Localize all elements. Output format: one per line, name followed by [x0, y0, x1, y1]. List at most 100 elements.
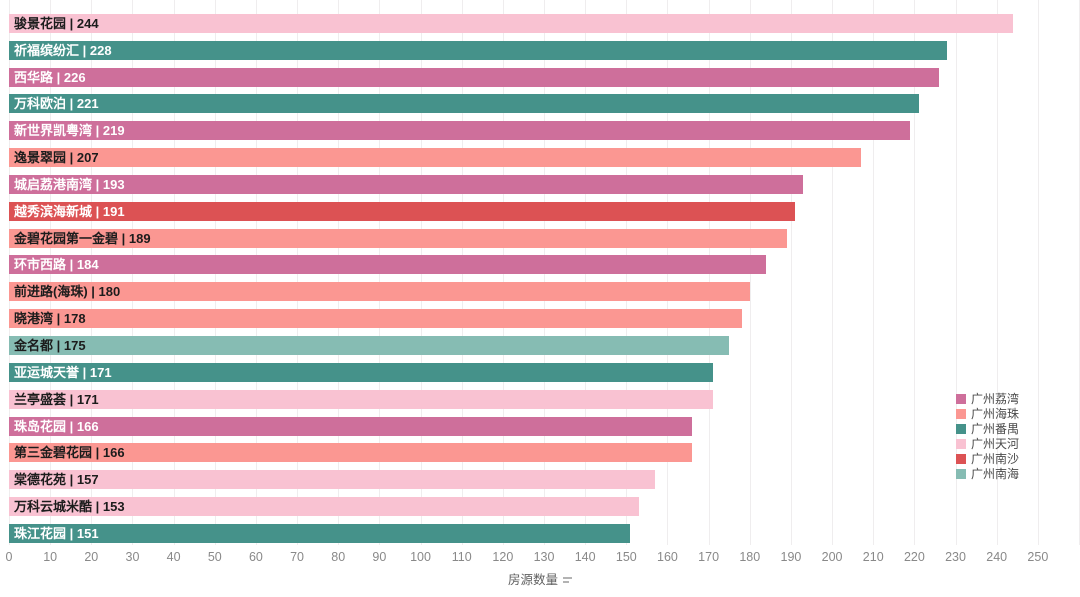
bar-城启荔港南湾[interactable]: 城启荔港南湾 | 193 — [9, 174, 804, 194]
gridline — [832, 0, 834, 545]
legend-item-广州番禺[interactable]: 广州番禺 — [956, 421, 1019, 436]
bar-label: 越秀滨海新城 | 191 — [14, 203, 125, 219]
bar-金碧花园第一金碧[interactable]: 金碧花园第一金碧 | 189 — [9, 228, 787, 248]
bar-晓港湾[interactable]: 晓港湾 | 178 — [9, 309, 742, 329]
x-tick-240: 240 — [986, 550, 1008, 564]
bar-label: 万科云城米酷 | 153 — [14, 499, 125, 515]
bar-label: 珠江花园 | 151 — [14, 525, 99, 541]
x-tick-120: 120 — [492, 550, 514, 564]
bar-珠岛花园[interactable]: 珠岛花园 | 166 — [9, 416, 693, 436]
bar-label: 棠德花苑 | 157 — [14, 472, 99, 488]
bar-label: 西华路 | 226 — [14, 69, 86, 85]
bar-label: 万科欧泊 | 221 — [14, 96, 99, 112]
legend-swatch — [956, 453, 966, 464]
bar-row: 兰亭盛荟 | 171 — [9, 386, 1079, 413]
gridline — [914, 0, 916, 545]
x-axis-title-label: 房源数量 — [507, 573, 558, 587]
bar-label: 晓港湾 | 178 — [14, 311, 86, 327]
x-axis-title: 房源数量 — [0, 569, 1080, 588]
bar-label: 骏景花园 | 244 — [14, 15, 99, 31]
bar-row: 祈福缤纷汇 | 228 — [9, 37, 1079, 64]
bar-亚运城天誉[interactable]: 亚运城天誉 | 171 — [9, 362, 713, 382]
bar-row: 骏景花园 | 244 — [9, 10, 1079, 37]
x-tick-230: 230 — [945, 550, 966, 564]
bar-label: 金碧花园第一金碧 | 189 — [14, 230, 151, 246]
x-tick-80: 80 — [331, 550, 346, 564]
bar-label: 祈福缤纷汇 | 228 — [14, 42, 112, 58]
bar-row: 新世界凯粤湾 | 219 — [9, 117, 1079, 144]
bar-金名都[interactable]: 金名都 | 175 — [9, 336, 730, 356]
bar-越秀滨海新城[interactable]: 越秀滨海新城 | 191 — [9, 201, 796, 221]
bar-label: 前进路(海珠) | 180 — [14, 284, 121, 300]
bar-新世界凯粤湾[interactable]: 新世界凯粤湾 | 219 — [9, 121, 911, 141]
bar-row: 晓港湾 | 178 — [9, 305, 1079, 332]
legend-swatch — [956, 393, 966, 404]
legend-item-广州海珠[interactable]: 广州海珠 — [956, 406, 1019, 421]
bar-row: 前进路(海珠) | 180 — [9, 278, 1079, 305]
bar-label: 新世界凯粤湾 | 219 — [14, 123, 125, 139]
bar-row: 城启荔港南湾 | 193 — [9, 171, 1079, 198]
bar-row: 万科云城米酷 | 153 — [9, 493, 1079, 520]
bar-label: 金名都 | 175 — [14, 338, 86, 354]
x-tick-50: 50 — [207, 550, 222, 564]
x-tick-20: 20 — [84, 550, 99, 564]
x-tick-0: 0 — [5, 550, 13, 564]
legend-label: 广州荔湾 — [971, 391, 1020, 406]
x-tick-150: 150 — [615, 550, 637, 564]
bar-row: 金名都 | 175 — [9, 332, 1079, 359]
bar-row: 珠岛花园 | 166 — [9, 413, 1079, 440]
bar-label: 逸景翠园 | 207 — [14, 150, 99, 166]
bar-西华路[interactable]: 西华路 | 226 — [9, 67, 940, 87]
bar-第三金碧花园[interactable]: 第三金碧花园 | 166 — [9, 443, 693, 463]
x-tick-210: 210 — [862, 550, 884, 564]
bar-棠德花苑[interactable]: 棠德花苑 | 157 — [9, 470, 656, 490]
legend-swatch — [956, 408, 966, 419]
legend-label: 广州番禺 — [971, 421, 1020, 436]
x-tick-140: 140 — [574, 550, 596, 564]
x-tick-180: 180 — [739, 550, 761, 564]
bar-row: 西华路 | 226 — [9, 64, 1079, 91]
bar-万科欧泊[interactable]: 万科欧泊 | 221 — [9, 94, 919, 114]
bar-祈福缤纷汇[interactable]: 祈福缤纷汇 | 228 — [9, 40, 948, 60]
legend-item-广州南海[interactable]: 广州南海 — [956, 466, 1019, 481]
bar-row: 逸景翠园 | 207 — [9, 144, 1079, 171]
bar-label: 珠岛花园 | 166 — [14, 418, 99, 434]
x-tick-30: 30 — [125, 550, 140, 564]
legend-label: 广州南沙 — [971, 451, 1020, 466]
plot-area: 骏景花园 | 244 祈福缤纷汇 | 228 西华路 | 226 万科欧泊 | 221… — [9, 0, 1080, 547]
legend-item-广州南沙[interactable]: 广州南沙 — [956, 451, 1019, 466]
legend-label: 广州海珠 — [971, 406, 1020, 421]
bar-label: 亚运城天誉 | 171 — [14, 364, 112, 380]
bar-前进路(海珠)[interactable]: 前进路(海珠) | 180 — [9, 282, 750, 302]
x-tick-90: 90 — [372, 550, 387, 564]
x-tick-60: 60 — [248, 550, 263, 564]
sort-icon[interactable] — [563, 576, 572, 585]
bar-row: 亚运城天誉 | 171 — [9, 359, 1079, 386]
bar-row: 越秀滨海新城 | 191 — [9, 198, 1079, 225]
legend-swatch — [956, 438, 966, 449]
x-tick-70: 70 — [290, 550, 305, 564]
legend-item-广州荔湾[interactable]: 广州荔湾 — [956, 391, 1019, 406]
bar-珠江花园[interactable]: 珠江花园 | 151 — [9, 523, 631, 543]
x-tick-190: 190 — [780, 550, 802, 564]
gridline — [790, 0, 792, 545]
bar-row: 第三金碧花园 | 166 — [9, 440, 1079, 467]
bar-骏景花园[interactable]: 骏景花园 | 244 — [9, 13, 1014, 33]
bar-环市西路[interactable]: 环市西路 | 184 — [9, 255, 767, 275]
bar-row: 环市西路 | 184 — [9, 252, 1079, 279]
legend-label: 广州天河 — [971, 436, 1020, 451]
bar-逸景翠园[interactable]: 逸景翠园 | 207 — [9, 148, 861, 168]
bar-兰亭盛荟[interactable]: 兰亭盛荟 | 171 — [9, 389, 713, 409]
gridline — [996, 0, 998, 545]
bar-label: 兰亭盛荟 | 171 — [14, 391, 99, 407]
x-tick-170: 170 — [698, 550, 720, 564]
gridline — [955, 0, 957, 545]
bar-row: 棠德花苑 | 157 — [9, 466, 1079, 493]
bar-row: 珠江花园 | 151 — [9, 520, 1079, 547]
bar-row: 万科欧泊 | 221 — [9, 91, 1079, 118]
bar-万科云城米酷[interactable]: 万科云城米酷 | 153 — [9, 497, 639, 517]
legend-swatch — [956, 468, 966, 479]
legend-item-广州天河[interactable]: 广州天河 — [956, 436, 1019, 451]
x-tick-10: 10 — [43, 550, 58, 564]
